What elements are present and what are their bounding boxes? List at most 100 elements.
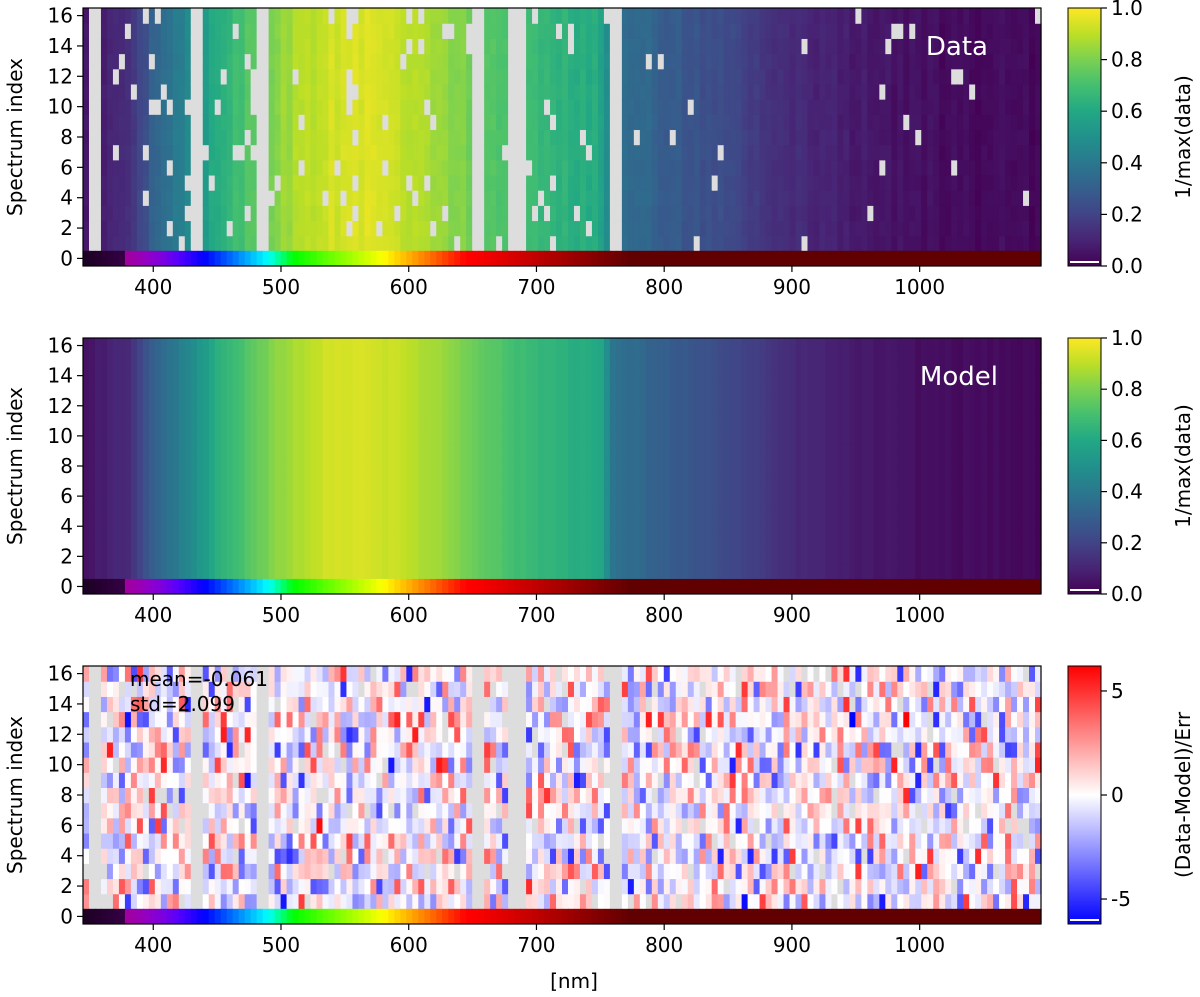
heatmap-cell xyxy=(771,458,779,475)
heatmap-cell xyxy=(280,353,288,369)
heatmap-cell xyxy=(651,38,659,55)
heatmap-cell xyxy=(376,443,383,460)
heatmap-cell xyxy=(496,338,503,354)
heatmap-cell xyxy=(226,68,234,85)
heatmap-cell xyxy=(639,83,647,100)
heatmap-cell xyxy=(633,398,641,414)
heatmap-cell xyxy=(723,23,731,39)
heatmap-cell xyxy=(376,563,383,580)
model-heatmap xyxy=(83,338,1042,580)
heatmap-cell xyxy=(693,159,701,176)
heatmap-cell xyxy=(400,413,407,429)
heatmap-cell xyxy=(328,428,336,445)
heatmap-cell xyxy=(190,53,198,70)
heatmap-cell xyxy=(130,563,138,580)
heatmap-cell xyxy=(729,174,737,191)
heatmap-cell xyxy=(142,144,150,161)
heatmap-cell xyxy=(388,83,395,100)
heatmap-cell xyxy=(556,368,563,384)
heatmap-cell xyxy=(424,174,431,191)
heatmap-cell xyxy=(1029,53,1036,70)
heatmap-cell xyxy=(1035,23,1042,39)
heatmap-cell xyxy=(346,563,354,580)
heatmap-cell xyxy=(184,144,192,161)
heatmap-cell xyxy=(651,488,659,505)
heatmap-cell xyxy=(250,129,258,146)
heatmap-cell xyxy=(765,129,773,146)
heatmap-cell xyxy=(777,114,785,131)
heatmap-cell xyxy=(184,53,192,70)
heatmap-cell xyxy=(585,353,593,369)
heatmap-cell xyxy=(867,443,874,460)
heatmap-cell xyxy=(166,235,174,252)
heatmap-cell xyxy=(532,83,539,100)
heatmap-cell xyxy=(502,174,509,191)
heatmap-cell xyxy=(717,353,725,369)
heatmap-cell xyxy=(693,23,701,39)
heatmap-cell xyxy=(544,190,551,206)
heatmap-cell xyxy=(388,413,395,429)
heatmap-cell xyxy=(669,443,677,460)
heatmap-cell xyxy=(118,83,126,100)
heatmap-cell xyxy=(735,443,743,460)
heatmap-cell xyxy=(214,205,222,222)
heatmap-cell xyxy=(729,518,737,535)
heatmap-cell xyxy=(562,83,569,100)
heatmap-cell xyxy=(262,338,270,354)
heatmap-cell xyxy=(430,8,437,24)
heatmap-cell xyxy=(94,458,102,475)
heatmap-cell xyxy=(879,174,886,191)
heatmap-cell xyxy=(172,548,180,565)
heatmap-cell xyxy=(124,413,132,429)
heatmap-cell xyxy=(837,443,845,460)
heatmap-cell xyxy=(244,368,252,384)
heatmap-cell xyxy=(322,563,330,580)
heatmap-cell xyxy=(963,190,970,206)
heatmap-cell xyxy=(550,398,557,414)
heatmap-cell xyxy=(502,190,509,206)
heatmap-cell xyxy=(244,99,252,115)
heatmap-cell xyxy=(915,114,922,131)
heatmap-cell xyxy=(957,38,964,55)
heatmap-cell xyxy=(154,83,162,100)
heatmap-cell xyxy=(591,413,599,429)
heatmap-cell xyxy=(220,8,228,24)
heatmap-cell xyxy=(603,563,611,580)
heatmap-cell xyxy=(735,413,743,429)
heatmap-cell xyxy=(669,458,677,475)
heatmap-cell xyxy=(502,68,509,85)
heatmap-cell xyxy=(340,548,348,565)
heatmap-cell xyxy=(657,473,665,490)
heatmap-cell xyxy=(771,428,779,445)
heatmap-cell xyxy=(562,144,569,161)
heatmap-cell xyxy=(412,8,419,24)
heatmap-cell xyxy=(538,518,545,535)
heatmap-cell xyxy=(903,53,910,70)
heatmap-cell xyxy=(1017,83,1024,100)
heatmap-cell xyxy=(921,38,928,55)
heatmap-cell xyxy=(957,53,964,70)
heatmap-cell xyxy=(472,368,479,384)
heatmap-cell xyxy=(268,473,276,490)
heatmap-cell xyxy=(514,353,521,369)
heatmap-cell xyxy=(268,99,276,115)
heatmap-cell xyxy=(663,53,671,70)
heatmap-cell xyxy=(424,23,431,39)
heatmap-cell xyxy=(753,473,761,490)
heatmap-cell xyxy=(514,23,521,39)
heatmap-cell xyxy=(663,488,671,505)
heatmap-cell xyxy=(573,205,581,222)
heatmap-cell xyxy=(292,473,300,490)
heatmap-cell xyxy=(669,338,677,354)
heatmap-cell xyxy=(562,53,569,70)
heatmap-cell xyxy=(615,68,623,85)
heatmap-cell xyxy=(723,503,731,520)
heatmap-cell xyxy=(579,144,587,161)
heatmap-cell xyxy=(388,398,395,414)
heatmap-cell xyxy=(514,533,521,550)
heatmap-cell xyxy=(873,383,880,399)
heatmap-cell xyxy=(262,8,270,24)
heatmap-cell xyxy=(879,413,886,429)
heatmap-cell xyxy=(322,53,330,70)
heatmap-cell xyxy=(508,548,515,565)
